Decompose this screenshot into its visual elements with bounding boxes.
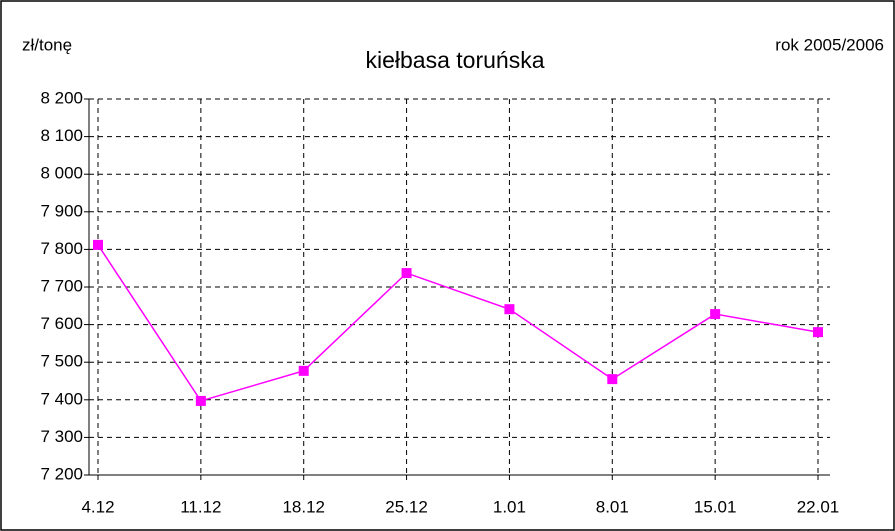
y-tick-label: 8 200 [40, 88, 83, 107]
y-tick-label: 8 100 [40, 126, 83, 145]
x-tick-label: 18.12 [282, 497, 325, 516]
marker [504, 304, 515, 315]
x-tick-label: 11.12 [180, 497, 221, 516]
marker [607, 374, 618, 385]
x-tick-label: 15.01 [694, 497, 737, 516]
x-tick-label: 8.01 [596, 497, 629, 516]
marker [298, 365, 309, 376]
y-tick-label: 7 500 [40, 352, 83, 371]
y-axis-label: zł/tonę [22, 35, 72, 54]
annotation: rok 2005/2006 [775, 35, 884, 54]
x-tick-label: 1.01 [493, 497, 526, 516]
y-tick-label: 7 400 [40, 389, 83, 408]
marker [195, 395, 206, 406]
marker [401, 268, 412, 279]
y-tick-label: 7 700 [40, 276, 83, 295]
marker [710, 309, 721, 320]
x-tick-label: 25.12 [385, 497, 428, 516]
y-tick-label: 7 800 [40, 239, 83, 258]
y-tick-label: 7 600 [40, 314, 83, 333]
y-tick-label: 7 200 [40, 464, 83, 483]
marker [93, 239, 103, 250]
marker [813, 327, 823, 338]
y-tick-label: 7 300 [40, 427, 83, 446]
line [97, 244, 819, 402]
chart-title: kiełbasa toruńska [366, 47, 545, 73]
x-tick-label: 4.12 [81, 497, 114, 516]
y-tick-label: 7 900 [40, 201, 83, 220]
x-tick-label: 22.01 [797, 497, 840, 516]
y-tick-label: 8 000 [40, 164, 83, 183]
